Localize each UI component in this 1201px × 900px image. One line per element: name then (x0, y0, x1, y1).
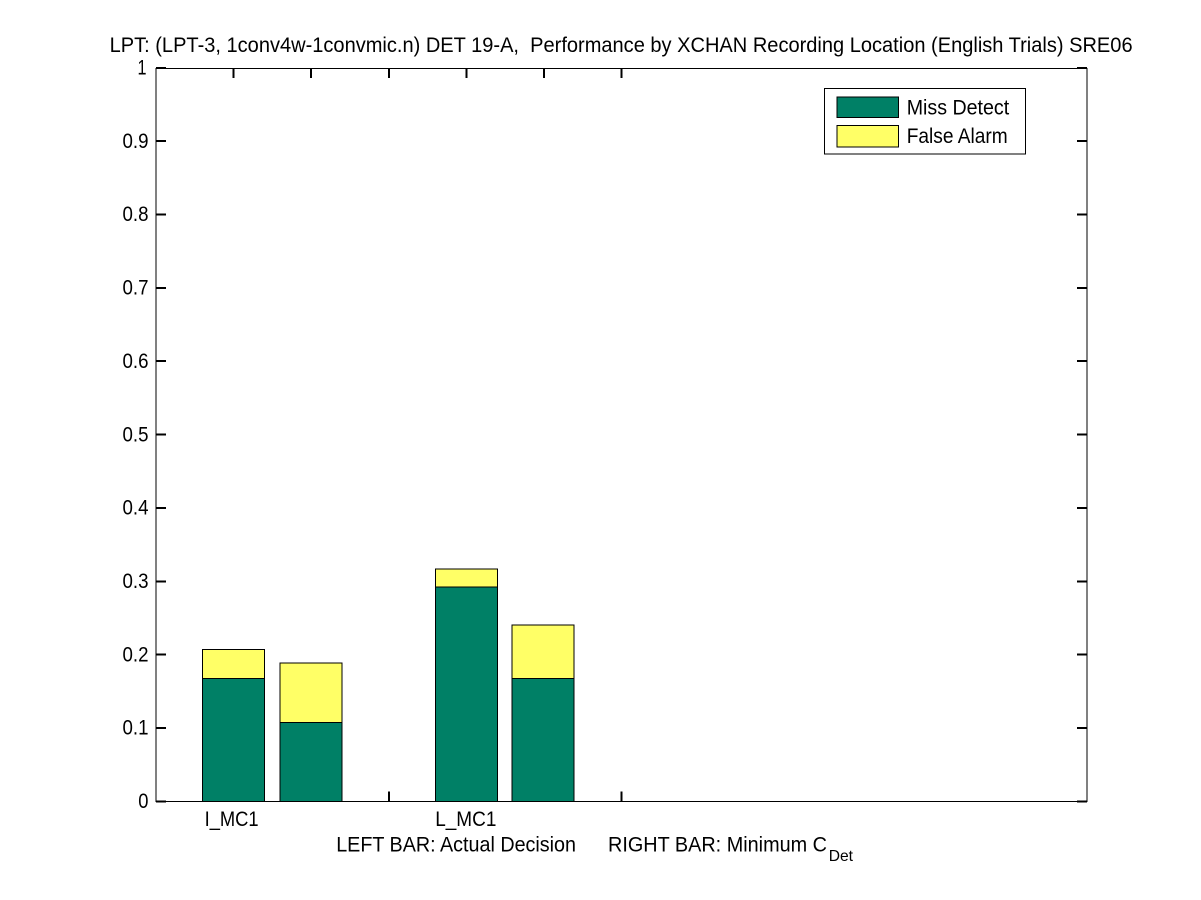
svg-text:0: 0 (138, 788, 148, 813)
svg-text:False Alarm: False Alarm (907, 123, 1008, 148)
svg-text:RIGHT BAR: Minimum C: RIGHT BAR: Minimum C (608, 832, 827, 857)
svg-text:1: 1 (138, 55, 147, 80)
svg-text:LEFT BAR: Actual Decision: LEFT BAR: Actual Decision (336, 832, 576, 857)
svg-text:0.7: 0.7 (123, 275, 149, 300)
svg-text:L_MC1: L_MC1 (435, 806, 496, 831)
svg-text:0.2: 0.2 (123, 641, 149, 666)
svg-text:0.1: 0.1 (123, 715, 149, 740)
svg-text:Miss Detect: Miss Detect (907, 95, 1010, 120)
svg-text:Det: Det (829, 848, 854, 865)
svg-text:I_MC1: I_MC1 (205, 806, 259, 831)
svg-text:LPT: (LPT-3, 1conv4w-1convmic.: LPT: (LPT-3, 1conv4w-1convmic.n) DET 19-… (110, 32, 1133, 57)
svg-text:0.6: 0.6 (123, 348, 149, 373)
svg-text:0.5: 0.5 (123, 421, 149, 446)
svg-text:0.8: 0.8 (123, 201, 149, 226)
svg-text:0.9: 0.9 (123, 128, 149, 153)
svg-text:0.3: 0.3 (123, 568, 149, 593)
svg-text:0.4: 0.4 (123, 495, 149, 520)
